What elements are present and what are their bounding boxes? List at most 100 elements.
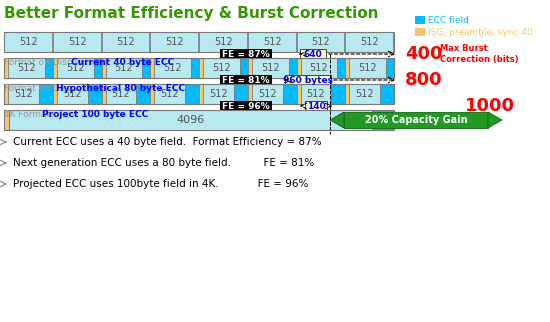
Bar <box>248 84 252 104</box>
Text: FE = 96%: FE = 96% <box>222 101 270 110</box>
Text: 140: 140 <box>307 101 326 110</box>
Bar <box>8 58 45 78</box>
Bar <box>4 58 394 78</box>
Bar <box>9 110 372 130</box>
Bar <box>300 58 337 78</box>
Text: Format on Disc: Format on Disc <box>4 84 75 93</box>
Bar <box>53 32 101 52</box>
Text: 512: 512 <box>209 89 228 99</box>
Bar <box>380 84 394 104</box>
Bar <box>150 84 154 104</box>
Bar <box>94 58 102 78</box>
Bar <box>345 32 393 52</box>
Bar <box>203 58 240 78</box>
Text: 512: 512 <box>263 37 282 47</box>
Bar <box>386 58 394 78</box>
Bar <box>154 84 185 104</box>
Text: 512: 512 <box>117 37 135 47</box>
Bar <box>252 84 283 104</box>
Bar <box>285 75 331 85</box>
Bar <box>57 58 94 78</box>
Text: 512: 512 <box>14 89 32 99</box>
Bar <box>345 58 349 78</box>
Polygon shape <box>330 112 344 128</box>
Bar <box>87 84 102 104</box>
Bar <box>199 32 247 52</box>
Bar <box>331 84 345 104</box>
Bar <box>150 58 154 78</box>
Bar <box>4 110 394 130</box>
Text: 400: 400 <box>405 45 443 63</box>
Bar <box>106 58 142 78</box>
Bar <box>300 49 326 59</box>
Text: ISG, preamble, sync 40: ISG, preamble, sync 40 <box>428 27 533 36</box>
Text: 512: 512 <box>160 89 179 99</box>
Text: 512: 512 <box>68 37 86 47</box>
Bar <box>8 84 38 104</box>
Text: 512: 512 <box>163 63 182 73</box>
Bar <box>150 32 198 52</box>
Text: 512: 512 <box>63 89 81 99</box>
Bar <box>4 58 8 78</box>
Text: 960 bytes: 960 bytes <box>283 75 333 84</box>
Text: 512: 512 <box>114 63 133 73</box>
Bar <box>220 75 272 85</box>
Bar <box>191 58 199 78</box>
Bar <box>199 58 203 78</box>
Text: 1000: 1000 <box>465 97 515 115</box>
Text: 512: 512 <box>261 63 279 73</box>
Text: Hypothetical 80 byte ECC: Hypothetical 80 byte ECC <box>56 84 185 93</box>
Bar <box>4 32 394 52</box>
Text: Next generation ECC uses a 80 byte field.          FE = 81%: Next generation ECC uses a 80 byte field… <box>13 158 314 168</box>
Text: 512: 512 <box>358 63 377 73</box>
Bar <box>372 110 394 130</box>
Bar <box>53 84 57 104</box>
Bar <box>4 84 394 104</box>
Bar <box>102 58 106 78</box>
Bar <box>220 101 272 111</box>
Bar <box>4 110 9 130</box>
Bar <box>296 32 344 52</box>
Text: Better Format Efficiency & Burst Correction: Better Format Efficiency & Burst Correct… <box>4 6 378 21</box>
Text: 800: 800 <box>405 71 443 89</box>
Bar <box>220 49 272 59</box>
Text: 512: 512 <box>214 37 233 47</box>
Text: 512: 512 <box>17 63 36 73</box>
Text: FE = 87%: FE = 87% <box>222 50 270 59</box>
Bar <box>283 84 296 104</box>
Text: Project 100 byte ECC: Project 100 byte ECC <box>42 110 148 119</box>
Text: Projected ECC uses 100byte field in 4K.            FE = 96%: Projected ECC uses 100byte field in 4K. … <box>13 179 309 189</box>
Bar <box>53 58 57 78</box>
Bar <box>199 84 203 104</box>
Text: 512: 512 <box>355 89 374 99</box>
Text: 512: 512 <box>19 37 38 47</box>
Bar <box>349 84 380 104</box>
Bar <box>289 58 296 78</box>
Text: Max Burst
Correction (bits): Max Burst Correction (bits) <box>440 44 519 64</box>
Bar <box>305 101 327 111</box>
Polygon shape <box>488 112 502 128</box>
Bar <box>185 84 199 104</box>
Bar <box>57 84 87 104</box>
Text: 512: 512 <box>258 89 277 99</box>
Bar <box>102 32 149 52</box>
Bar <box>296 84 300 104</box>
Bar <box>252 58 289 78</box>
Text: 4K Format: 4K Format <box>4 110 50 119</box>
Text: 640: 640 <box>304 50 322 59</box>
Text: 512: 512 <box>112 89 130 99</box>
Bar <box>203 84 234 104</box>
Bar <box>337 58 345 78</box>
Text: 4096: 4096 <box>177 115 205 125</box>
Text: 512: 512 <box>306 89 325 99</box>
Bar <box>45 58 53 78</box>
Bar <box>102 84 106 104</box>
Bar <box>345 84 349 104</box>
Bar <box>415 16 425 24</box>
Bar <box>300 84 331 104</box>
Bar <box>142 58 150 78</box>
Bar <box>4 84 8 104</box>
Bar <box>248 58 252 78</box>
Bar <box>136 84 150 104</box>
Text: ECC field: ECC field <box>428 15 469 24</box>
